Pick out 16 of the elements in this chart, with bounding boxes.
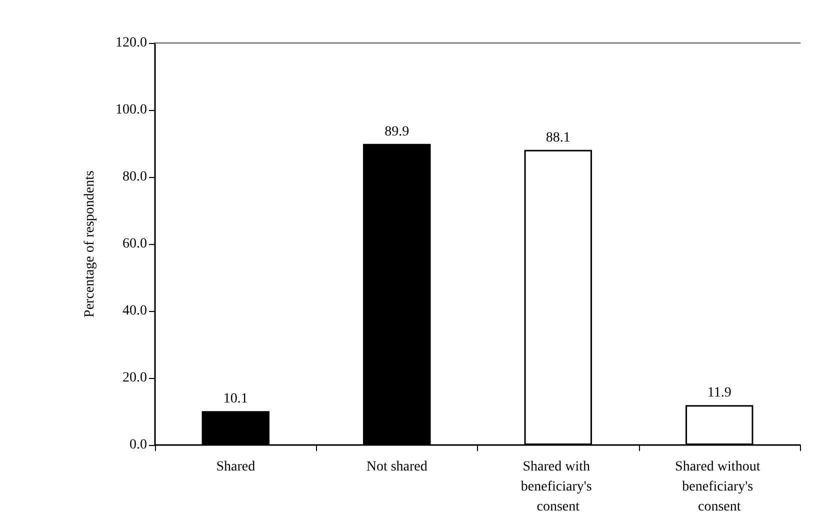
data-label: 11.9 — [707, 386, 732, 401]
x-tick-label: Shared — [216, 460, 256, 474]
y-tick-label: 80.0 — [122, 170, 147, 184]
y-tick-label: 100.0 — [116, 102, 147, 118]
x-tick-label: Shared with beneficiary's consent — [520, 460, 596, 514]
y-tick-label: 20.0 — [122, 370, 147, 386]
y-tick-label: 60.0 — [122, 236, 147, 252]
y-axis-title: Percentage of respondents — [82, 170, 98, 318]
y-tick-label: 0.0 — [130, 438, 147, 452]
y-tick-label: 40.0 — [122, 304, 147, 318]
data-label: 89.9 — [384, 124, 410, 140]
y-tick-label: 120.0 — [116, 36, 147, 50]
x-tick-label: Not shared — [366, 460, 428, 474]
data-label: 10.1 — [223, 392, 248, 407]
x-tick-label: Shared without beneficiary's consent — [675, 460, 764, 514]
data-label: 88.1 — [546, 130, 570, 146]
